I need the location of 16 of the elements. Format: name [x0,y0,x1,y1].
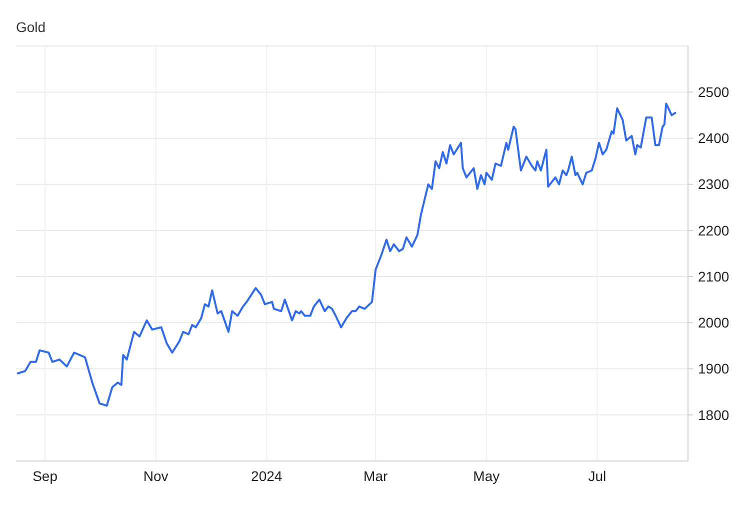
y-tick-label: 2200 [698,222,730,238]
y-tick-label: 2000 [698,314,730,331]
y-tick-label: 1800 [698,406,730,423]
x-tick-label: Jul [588,468,606,484]
y-tick-label: 2100 [698,268,730,284]
x-tick-label: Sep [32,468,58,484]
line-series [16,102,676,407]
x-tick-label: Mar [364,468,388,484]
chart-title: Gold [16,19,46,35]
x-tick-label: 2024 [251,468,282,484]
y-tick-label: 2300 [698,176,730,192]
x-tick-label: Nov [143,468,168,484]
y-tick-label: 2500 [698,84,730,100]
y-tick-label: 1900 [698,360,730,377]
x-tick-label: May [473,468,500,484]
y-tick-label: 2400 [698,130,730,146]
